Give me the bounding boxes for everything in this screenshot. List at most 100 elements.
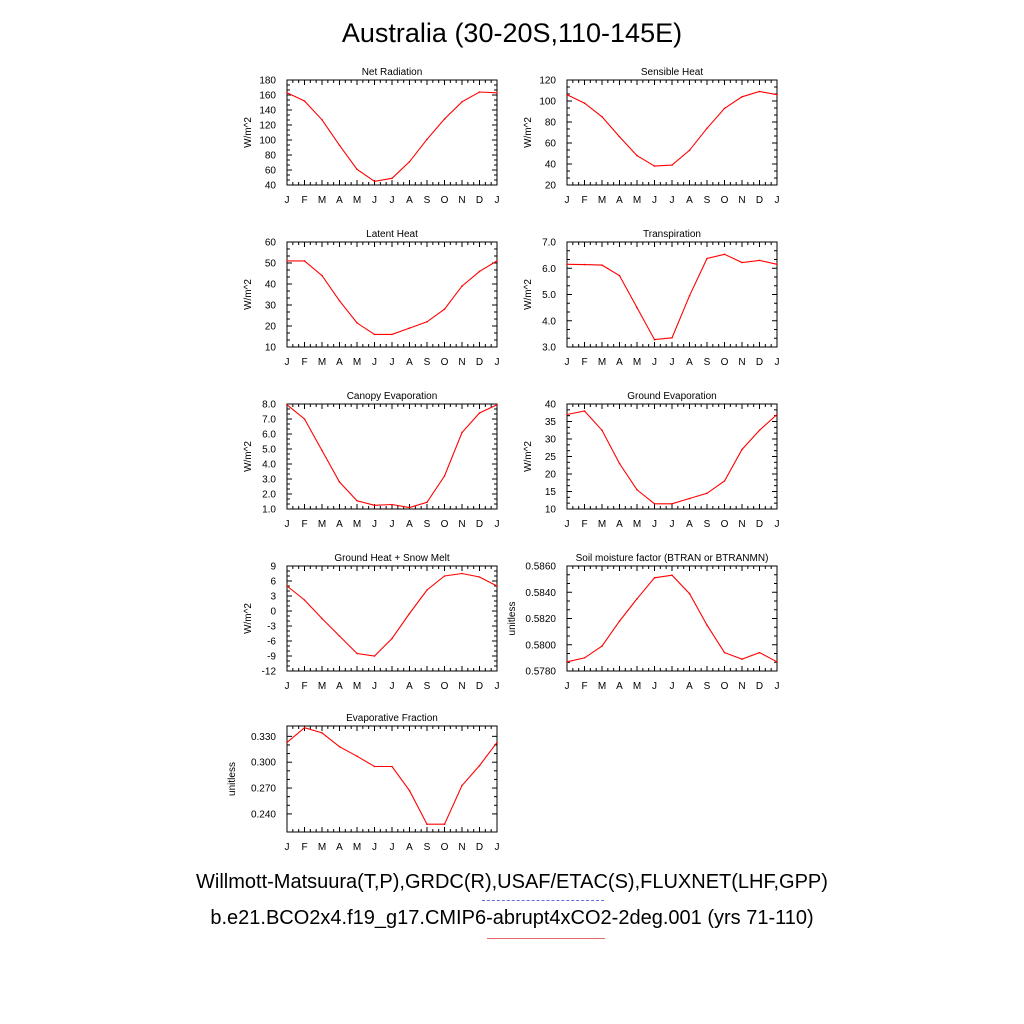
series-line [566, 574, 778, 663]
x-tick-label: D [476, 519, 483, 530]
x-tick-label: F [581, 357, 587, 368]
data-point [373, 333, 376, 336]
x-tick-label: J [565, 519, 570, 530]
x-tick-label: J [372, 519, 377, 530]
y-tick-label: 120 [259, 121, 276, 132]
x-tick-label: A [616, 519, 623, 530]
data-point [338, 745, 341, 748]
panel-title: Latent Heat [366, 229, 418, 240]
y-tick-label: -6 [267, 637, 276, 648]
chart-panel-4: J F M A M J J A S O N D J3.04.05.06.07.0Transpiratio… [523, 229, 780, 368]
x-tick-label: S [424, 681, 431, 692]
x-tick-label: J [670, 357, 675, 368]
data-point [583, 102, 586, 104]
y-tick-label: 4.0 [262, 460, 276, 471]
data-point [338, 144, 341, 147]
data-point [706, 257, 708, 260]
x-tick-label: S [704, 357, 711, 368]
data-point [443, 475, 446, 477]
x-tick-label: A [406, 357, 413, 368]
y-tick-label: 120 [539, 76, 556, 87]
data-point [741, 448, 743, 451]
y-tick-label: 3 [270, 592, 276, 603]
x-tick-label: J [775, 195, 780, 206]
x-tick-label: O [721, 519, 729, 530]
x-tick-label: J [390, 681, 395, 692]
x-tick-label: A [406, 519, 413, 530]
data-point [373, 180, 376, 183]
model-legend-line [487, 938, 605, 939]
data-point [303, 418, 306, 420]
data-point [601, 645, 603, 647]
data-point [723, 651, 726, 654]
panel-title: Soil moisture factor (BTRAN or BTRANMN) [576, 553, 769, 564]
data-point [408, 612, 411, 615]
y-tick-label: 10 [545, 505, 557, 516]
data-point [583, 657, 586, 659]
x-tick-label: M [318, 519, 326, 530]
x-tick-label: M [318, 681, 326, 692]
y-tick-label: 5.0 [542, 290, 556, 301]
x-tick-label: J [775, 357, 780, 368]
x-tick-label: F [301, 681, 307, 692]
x-tick-label: N [458, 519, 465, 530]
series-line [286, 91, 498, 182]
data-point [321, 274, 323, 277]
x-tick-label: S [704, 195, 711, 206]
data-point [618, 274, 621, 277]
x-tick-label: M [598, 681, 606, 692]
data-point [653, 338, 656, 341]
x-tick-label: J [670, 519, 675, 530]
x-tick-label: M [353, 681, 361, 692]
y-tick-label: 40 [545, 160, 557, 171]
x-tick-label: J [670, 195, 675, 206]
data-point [426, 823, 428, 826]
x-tick-label: A [406, 681, 413, 692]
y-tick-label: 8.0 [262, 400, 276, 411]
y-tick-label: 6 [270, 577, 276, 588]
x-tick-label: J [390, 195, 395, 206]
data-point [373, 504, 376, 507]
x-tick-label: A [336, 519, 343, 530]
data-point [758, 429, 761, 432]
x-tick-label: O [441, 357, 449, 368]
data-point [496, 91, 498, 94]
y-tick-label: 0.5800 [525, 640, 556, 651]
x-tick-label: M [598, 195, 606, 206]
y-tick-label: 0.300 [251, 758, 276, 769]
chart-panel-8: J F M A M J J A S O N D J0.57800.58000.58200.58400.5… [507, 553, 780, 692]
x-tick-label: J [285, 842, 290, 853]
x-tick-label: J [775, 519, 780, 530]
data-point [443, 575, 446, 577]
data-point [636, 598, 638, 600]
data-point [338, 635, 341, 637]
data-point [618, 135, 621, 138]
plot-frame [286, 79, 498, 186]
y-tick-label: 140 [259, 106, 276, 117]
x-tick-label: J [670, 681, 675, 692]
y-tick-label: 7.0 [542, 238, 556, 249]
x-tick-label: N [738, 681, 745, 692]
x-tick-label: J [495, 519, 500, 530]
series-line [287, 260, 498, 335]
x-tick-label: D [756, 519, 763, 530]
x-tick-label: S [424, 519, 431, 530]
y-tick-label: 180 [259, 76, 276, 87]
x-tick-label: D [756, 681, 763, 692]
x-tick-label: J [652, 357, 657, 368]
x-tick-label: J [495, 681, 500, 692]
series-line [286, 727, 498, 825]
data-point [758, 651, 761, 654]
plot-frame [566, 241, 778, 348]
data-point [426, 321, 428, 323]
x-tick-label: M [633, 357, 641, 368]
x-tick-label: M [353, 357, 361, 368]
y-axis-label: W/m^2 [243, 279, 254, 310]
y-tick-label: 20 [545, 470, 557, 481]
data-point [723, 480, 726, 482]
x-tick-label: O [441, 519, 449, 530]
data-point [426, 589, 428, 591]
y-tick-label: 6.0 [262, 430, 276, 441]
y-tick-label: -9 [267, 652, 276, 663]
